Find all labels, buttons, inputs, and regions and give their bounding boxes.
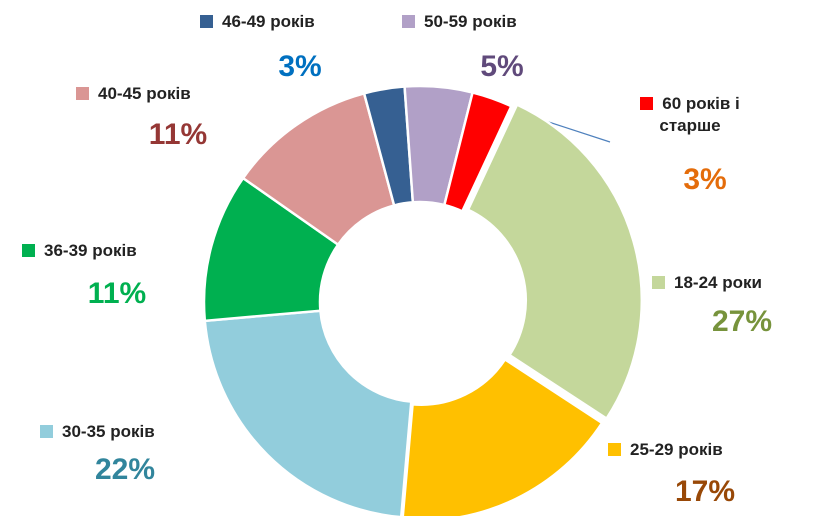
legend-entry: 18-24 роки: [652, 272, 762, 294]
legend-swatch: [608, 443, 621, 456]
donut-slice: [203, 309, 413, 516]
legend-label: 30-35 років: [62, 422, 155, 441]
legend-entry: 46-49 років: [200, 11, 315, 33]
legend-entry: 50-59 років: [402, 11, 517, 33]
value-label: 11%: [148, 118, 208, 151]
legend-entry: 36-39 років: [22, 240, 137, 262]
value-label: 3%: [278, 50, 322, 83]
legend-swatch: [200, 15, 213, 28]
legend-entry: 60 років і старше: [630, 93, 750, 137]
donut-slice: [442, 90, 513, 214]
donut-slice: [401, 357, 604, 516]
legend-entry: 25-29 років: [608, 439, 723, 461]
donut-slice: [466, 102, 643, 421]
value-label: 22%: [94, 453, 156, 486]
legend-swatch: [402, 15, 415, 28]
value-label: 3%: [683, 163, 727, 196]
legend-label: 60 років і старше: [659, 94, 740, 135]
legend-entry: 40-45 років: [76, 83, 191, 105]
legend-label: 40-45 років: [98, 84, 191, 103]
legend-label: 50-59 років: [424, 12, 517, 31]
legend-entry: 30-35 років: [40, 421, 155, 443]
value-label: 5%: [480, 50, 524, 83]
legend-swatch: [40, 425, 53, 438]
legend-label: 25-29 років: [630, 440, 723, 459]
legend-swatch: [22, 244, 35, 257]
value-label: 17%: [674, 475, 736, 508]
legend-swatch: [76, 87, 89, 100]
value-label: 11%: [87, 277, 147, 310]
legend-label: 18-24 роки: [674, 273, 762, 292]
legend-label: 36-39 років: [44, 241, 137, 260]
value-label: 27%: [711, 305, 773, 338]
legend-swatch: [652, 276, 665, 289]
legend-swatch: [640, 97, 654, 110]
legend-label: 46-49 років: [222, 12, 315, 31]
